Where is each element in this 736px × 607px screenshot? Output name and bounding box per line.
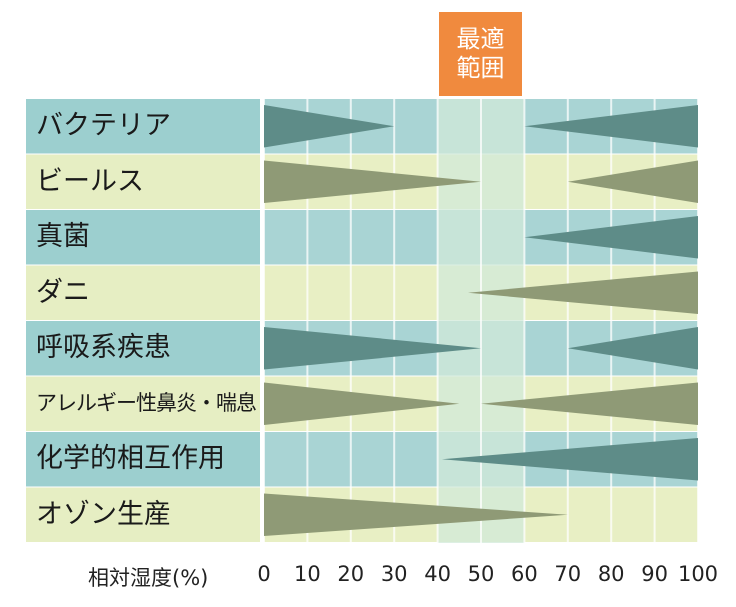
left-risk-triangle bbox=[264, 382, 460, 425]
row-label: ダニ bbox=[36, 276, 90, 308]
x-tick-label: 100 bbox=[677, 562, 719, 586]
x-axis-title: 相対湿度(%) bbox=[88, 566, 209, 590]
x-tick-label: 0 bbox=[257, 562, 271, 586]
optimal-range-box: 最適 範囲 bbox=[439, 12, 522, 96]
x-tick-label: 60 bbox=[511, 562, 538, 586]
right-risk-triangle bbox=[567, 327, 698, 370]
x-tick-label: 70 bbox=[554, 562, 582, 586]
left-risk-triangle bbox=[264, 493, 568, 536]
x-tick-label: 50 bbox=[467, 562, 495, 586]
x-tick-label: 30 bbox=[380, 562, 408, 586]
row-label: 真菌 bbox=[36, 221, 90, 253]
row-label-band bbox=[26, 265, 260, 320]
right-risk-triangle bbox=[524, 216, 698, 259]
row-label: 呼吸系疾患 bbox=[36, 332, 171, 364]
right-risk-triangle bbox=[467, 271, 698, 314]
left-risk-triangle bbox=[264, 160, 481, 203]
row-label-band bbox=[26, 376, 260, 431]
x-tick-label: 90 bbox=[641, 562, 668, 586]
row-label: オゾン生産 bbox=[36, 498, 171, 530]
optimal-label-line2: 範囲 bbox=[456, 54, 505, 82]
right-risk-triangle bbox=[481, 382, 698, 425]
right-risk-triangle bbox=[524, 105, 698, 148]
x-tick-label: 80 bbox=[597, 562, 625, 586]
row-label-band bbox=[26, 154, 260, 209]
x-tick-label: 40 bbox=[424, 562, 451, 586]
x-tick-label: 20 bbox=[337, 562, 365, 586]
row-label-band bbox=[26, 321, 260, 376]
row-label: バクテリア bbox=[36, 110, 171, 142]
row-label-band bbox=[26, 99, 260, 154]
x-tick-label: 10 bbox=[294, 562, 321, 586]
right-risk-triangle bbox=[567, 160, 698, 203]
optimal-label-line1: 最適 bbox=[456, 25, 505, 54]
row-label: アレルギー性鼻炎・喘息 bbox=[36, 390, 257, 415]
left-risk-triangle bbox=[264, 105, 395, 148]
row-label: 化学的相互作用 bbox=[36, 443, 225, 475]
row-label-band bbox=[26, 487, 260, 542]
right-risk-triangle bbox=[441, 438, 698, 481]
row-label: ビールス bbox=[36, 165, 144, 197]
row-label-band bbox=[26, 432, 260, 487]
row-label-band bbox=[26, 210, 260, 265]
left-risk-triangle bbox=[264, 327, 481, 370]
